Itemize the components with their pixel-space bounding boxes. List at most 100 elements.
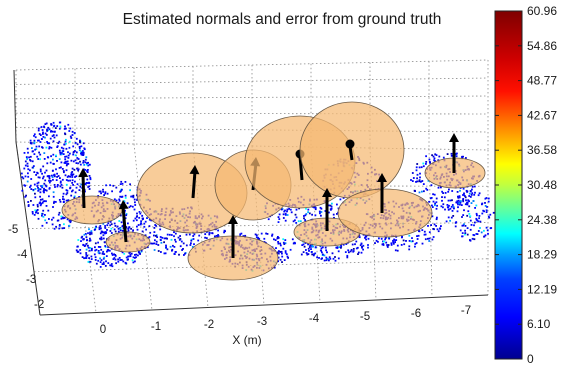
data-point [394, 249, 397, 252]
data-point [58, 227, 61, 230]
data-point [415, 166, 418, 169]
data-point [51, 176, 54, 178]
data-point [320, 258, 323, 260]
data-point [51, 130, 54, 133]
data-point [244, 234, 247, 237]
data-point [286, 214, 289, 216]
data-point [458, 196, 461, 199]
data-point [163, 241, 165, 244]
data-point [423, 230, 426, 233]
data-point [142, 217, 144, 220]
data-point [71, 176, 74, 178]
data-point [451, 210, 454, 212]
data-point [62, 195, 64, 198]
data-point [303, 245, 306, 248]
data-point [86, 178, 89, 181]
data-point [26, 147, 29, 150]
data-point [462, 214, 465, 216]
data-point [298, 207, 300, 210]
data-point [134, 217, 137, 220]
data-point [88, 188, 91, 190]
data-point [115, 262, 117, 265]
data-point [85, 256, 88, 259]
data-point [60, 183, 63, 186]
data-point [140, 220, 142, 223]
data-point [442, 156, 445, 159]
data-point [104, 246, 107, 248]
data-point [53, 173, 56, 176]
data-point [478, 215, 481, 217]
data-point [279, 251, 282, 253]
data-point [139, 253, 141, 255]
data-point [170, 234, 173, 236]
data-point [97, 246, 100, 248]
data-point [36, 155, 39, 158]
data-point [140, 222, 142, 225]
data-point [67, 163, 70, 165]
data-point [422, 183, 425, 185]
data-point [185, 233, 188, 236]
data-point [173, 231, 175, 233]
data-point [308, 250, 310, 252]
data-point [83, 164, 86, 166]
data-point [313, 253, 315, 256]
data-point [83, 168, 85, 171]
data-point [484, 205, 487, 207]
data-point [71, 171, 74, 173]
data-point [36, 185, 39, 187]
data-point [65, 155, 68, 158]
data-point [367, 244, 369, 246]
data-point [418, 230, 421, 233]
data-point [48, 179, 50, 182]
data-point [421, 242, 424, 245]
data-point [325, 249, 327, 252]
data-point [29, 159, 31, 161]
data-point [64, 133, 67, 136]
data-point [392, 239, 394, 242]
data-point [122, 224, 124, 227]
data-point [83, 257, 85, 260]
data-point [63, 223, 65, 226]
data-point [28, 156, 30, 159]
data-point [473, 238, 476, 241]
data-point [127, 229, 130, 232]
data-point [137, 254, 139, 257]
data-point [387, 244, 390, 246]
data-point [482, 209, 485, 212]
data-point [303, 217, 305, 220]
data-point [378, 237, 380, 240]
data-point [126, 258, 129, 261]
data-point [144, 234, 147, 237]
data-point [487, 200, 490, 203]
data-point [43, 125, 45, 128]
data-point [135, 219, 138, 222]
data-point [41, 186, 43, 189]
data-point [52, 121, 55, 124]
data-point [123, 200, 126, 203]
data-point [451, 204, 454, 206]
data-point [310, 248, 312, 250]
data-point [77, 239, 80, 241]
data-point [255, 234, 258, 237]
data-point [59, 153, 62, 156]
data-point [473, 234, 476, 237]
data-point [283, 210, 286, 213]
data-point [168, 233, 171, 236]
data-point [155, 224, 157, 227]
data-point [66, 218, 69, 221]
data-point [271, 234, 273, 237]
data-point [62, 192, 65, 195]
data-point [46, 128, 48, 131]
data-point [76, 167, 78, 170]
data-point [464, 233, 466, 236]
data-point [46, 162, 49, 165]
data-point [37, 158, 40, 160]
data-point [411, 172, 414, 174]
data-point [466, 202, 468, 204]
data-point [38, 145, 41, 148]
data-point [109, 230, 112, 232]
data-point [485, 197, 488, 199]
data-point [109, 184, 111, 187]
data-point [58, 121, 61, 124]
data-point [117, 258, 119, 261]
